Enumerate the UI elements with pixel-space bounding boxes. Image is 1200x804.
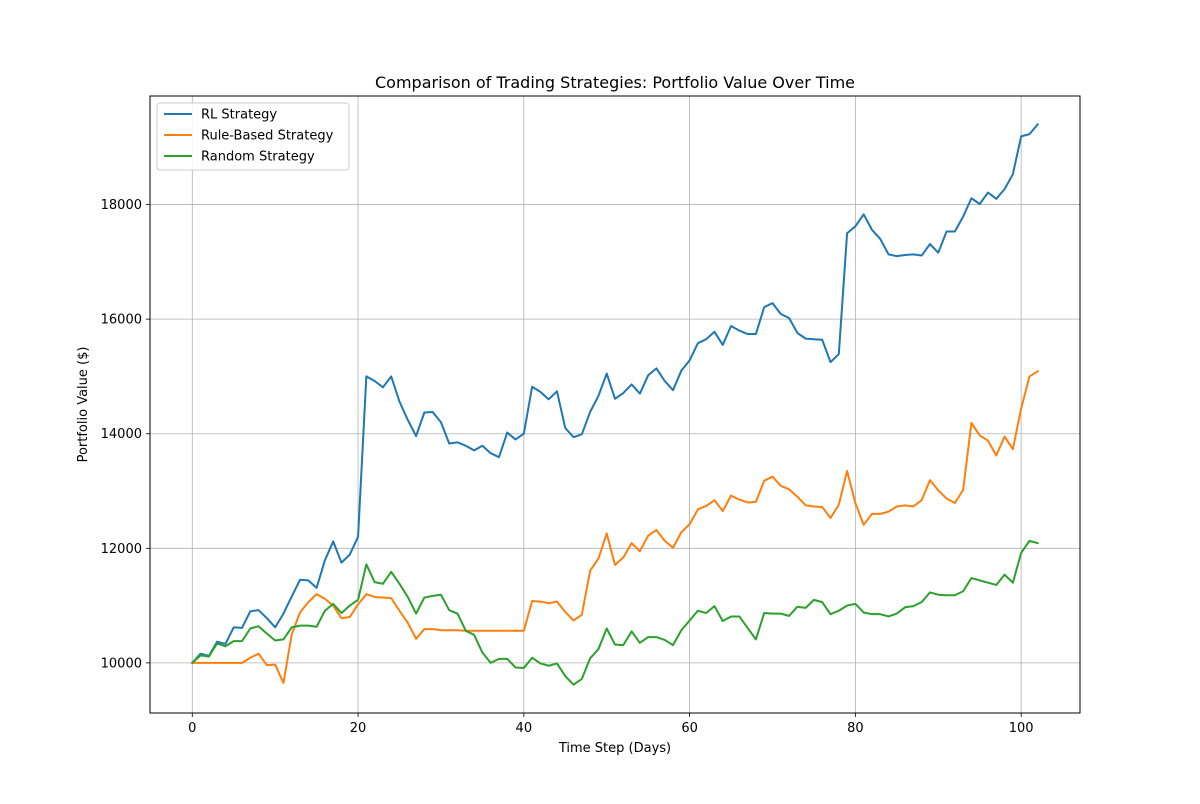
x-tick-label: 80 [847, 721, 864, 736]
y-tick-label: 14000 [101, 427, 142, 442]
legend-label-random-strategy: Random Strategy [201, 150, 315, 165]
x-tick-label: 100 [1009, 721, 1034, 736]
legend-box [156, 102, 350, 171]
y-tick-label: 16000 [101, 313, 142, 328]
y-tick-label: 18000 [101, 198, 142, 213]
legend-label-rule-based-strategy: Rule-Based Strategy [201, 129, 334, 144]
x-tick-label: 0 [188, 721, 196, 736]
y-tick-label: 12000 [101, 542, 142, 557]
y-tick-label: 10000 [101, 656, 142, 671]
axis-ticks: 0 20 40 60 80 100 10000 12000 14000 16000 18000 [101, 198, 1034, 736]
plot-lines [190, 122, 1040, 686]
x-tick-label: 60 [681, 721, 698, 736]
grid [150, 96, 1080, 713]
legend-label-rl-strategy: RL Strategy [201, 108, 277, 123]
legend: RL Strategy Rule-Based Strategy Random Str… [156, 102, 350, 171]
x-tick-label: 40 [516, 721, 533, 736]
series-line-rule-based-strategy [191, 369, 1040, 684]
x-tick-label: 20 [350, 721, 367, 736]
legend-entries: RL Strategy Rule-Based Strategy Random Str… [164, 108, 334, 165]
chart-title: Comparison of Trading Strategies: Portfo… [375, 73, 855, 92]
series-line-rl-strategy [190, 122, 1040, 665]
x-axis-label: Time Step (Days) [558, 741, 671, 756]
series-line-random-strategy [190, 539, 1039, 686]
y-axis-label: Portfolio Value ($) [76, 347, 91, 463]
plot-frame [149, 95, 1081, 714]
